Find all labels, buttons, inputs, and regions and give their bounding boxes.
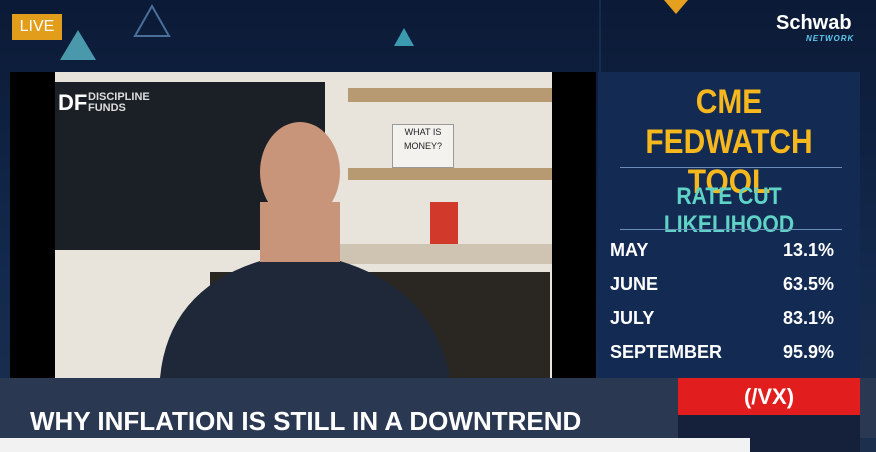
backdrop-text: DISCIPLINE FUNDS: [88, 91, 150, 114]
rate-value: 95.9%: [782, 342, 834, 362]
rate-value: 13.1%: [782, 240, 834, 260]
panel-title: CME FEDWATCH TOOL: [645, 83, 813, 201]
sign: WHAT IS MONEY?: [392, 124, 454, 168]
rate-value: 83.1%: [782, 308, 834, 328]
rate-value: 63.5%: [782, 274, 834, 294]
month-label: MAY: [610, 240, 649, 260]
month-label: JUNE: [610, 274, 659, 294]
backdrop-logo: DF: [58, 90, 88, 115]
headline: WHY INFLATION IS STILL IN A DOWNTREND: [30, 406, 582, 436]
video-feed: DF DISCIPLINE FUNDS WHAT IS MONEY?: [10, 72, 596, 378]
month-label: JULY: [610, 308, 655, 328]
brand-sub: NETWORK: [806, 34, 855, 43]
divider: [620, 167, 842, 168]
live-badge: LIVE: [12, 14, 62, 40]
fedwatch-panel: CME FEDWATCH TOOL RATE CUT LIKELIHOOD MA…: [598, 72, 860, 378]
video-scene: [55, 72, 552, 378]
panel-subtitle: RATE CUT LIKELIHOOD: [663, 183, 795, 238]
month-label: SEPTEMBER: [610, 342, 723, 362]
divider: [620, 229, 842, 230]
ticker-label: (/VX): [678, 378, 860, 415]
background-graphics: [60, 0, 688, 72]
bottom-strip: [0, 438, 750, 452]
brand-logo: Schwab: [776, 12, 852, 34]
